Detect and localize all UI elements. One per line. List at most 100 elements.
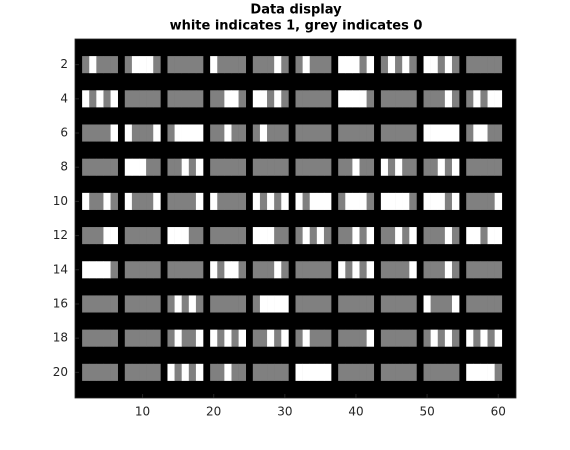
cell (395, 363, 403, 381)
cell (295, 192, 303, 210)
cell (82, 227, 90, 245)
cell (274, 261, 282, 279)
cell (409, 363, 417, 381)
cell (231, 261, 239, 279)
cell (89, 329, 97, 347)
cell (402, 124, 410, 142)
cell (82, 124, 90, 142)
cell (124, 158, 133, 176)
cell (131, 227, 140, 245)
cell (409, 261, 417, 279)
cell (231, 227, 239, 245)
cell (195, 124, 204, 142)
cell (167, 124, 175, 142)
cell (451, 261, 460, 279)
cell (302, 56, 311, 74)
cell (295, 158, 303, 176)
cell (437, 56, 446, 74)
cell (430, 90, 439, 108)
cell (153, 192, 161, 210)
cell (359, 363, 367, 381)
cell (89, 363, 97, 381)
cell (89, 261, 97, 279)
cell (345, 192, 353, 210)
cell (309, 227, 318, 245)
cell (110, 261, 118, 279)
x-tick-label: 50 (419, 405, 434, 419)
cell (181, 329, 190, 347)
cell (110, 158, 118, 176)
cell (103, 90, 111, 108)
cell (274, 363, 282, 381)
cell (167, 363, 175, 381)
cell (473, 363, 481, 381)
cell (345, 295, 353, 313)
cell (174, 124, 182, 142)
cell (466, 124, 474, 142)
cell (309, 295, 318, 313)
cell (139, 56, 147, 74)
cell (153, 90, 161, 108)
cell (430, 192, 439, 210)
cell (494, 158, 503, 176)
cell (259, 261, 268, 279)
cell (323, 90, 332, 108)
cell (487, 192, 495, 210)
cell (238, 90, 247, 108)
cell (124, 295, 133, 313)
cell (352, 192, 360, 210)
cell (430, 227, 439, 245)
cell (323, 227, 332, 245)
cell (96, 363, 104, 381)
cell (387, 261, 396, 279)
cell (224, 329, 232, 347)
cell (217, 329, 225, 347)
cell (110, 363, 118, 381)
cell (124, 363, 133, 381)
cell (487, 261, 495, 279)
cell (352, 295, 360, 313)
cell (238, 158, 247, 176)
cell (323, 363, 332, 381)
cell (267, 329, 275, 347)
cell (409, 158, 417, 176)
cell (380, 329, 389, 347)
cell (295, 329, 303, 347)
cell (423, 158, 431, 176)
cell (402, 192, 410, 210)
cell (110, 124, 118, 142)
cell (437, 227, 446, 245)
cell (316, 158, 325, 176)
cell (252, 158, 261, 176)
cell (139, 227, 147, 245)
cell (139, 158, 147, 176)
cell (359, 56, 367, 74)
cell (195, 329, 204, 347)
cell (267, 192, 275, 210)
cell (309, 124, 318, 142)
cell (302, 363, 311, 381)
cell (295, 56, 303, 74)
cell (380, 295, 389, 313)
cell (210, 158, 218, 176)
cell (131, 90, 140, 108)
cell (430, 124, 439, 142)
x-tick-label: 10 (135, 405, 150, 419)
cell (359, 227, 367, 245)
cell (387, 56, 396, 74)
cell (466, 329, 474, 347)
cell (82, 158, 90, 176)
cell (96, 124, 104, 142)
cell (380, 227, 389, 245)
cell (259, 192, 268, 210)
cell (174, 90, 182, 108)
cell (409, 90, 417, 108)
cell (466, 227, 474, 245)
cell (131, 295, 140, 313)
cell (131, 329, 140, 347)
cell (139, 192, 147, 210)
cell (402, 363, 410, 381)
cell (295, 227, 303, 245)
cell (188, 90, 197, 108)
cell (96, 295, 104, 313)
